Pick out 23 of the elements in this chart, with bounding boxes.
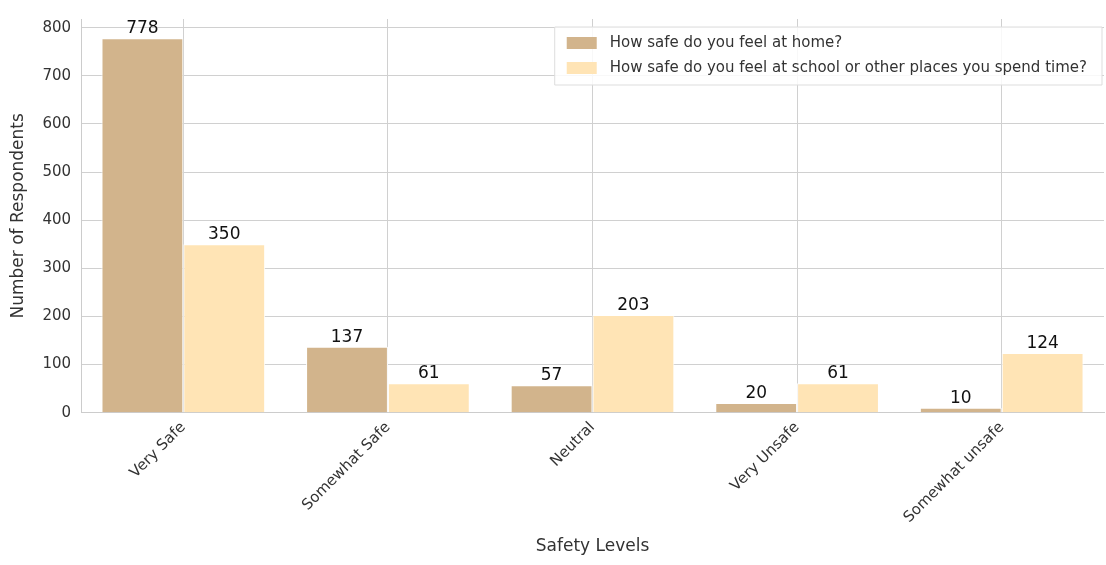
- y-tick-label: 700: [42, 65, 72, 84]
- data-label: 137: [330, 325, 364, 346]
- data-label: 61: [418, 362, 440, 383]
- y-tick-label: 800: [42, 17, 72, 36]
- data-label: 778: [126, 17, 159, 38]
- data-label: 124: [1026, 331, 1059, 352]
- y-tick-label: 600: [42, 113, 72, 132]
- data-label: 10: [949, 386, 972, 407]
- y-tick-label: 100: [42, 354, 72, 373]
- data-label: 61: [827, 362, 849, 383]
- data-label: 20: [745, 381, 768, 402]
- y-tick-label: 200: [42, 306, 72, 325]
- legend-label: How safe do you feel at school or other places you spend time?: [609, 57, 1088, 76]
- y-tick-label: 0: [61, 402, 72, 421]
- x-axis-title: Safety Levels: [535, 535, 650, 556]
- y-tick-label: 400: [42, 210, 72, 229]
- data-label: 350: [208, 223, 241, 244]
- legend-label: How safe do you feel at home?: [609, 32, 843, 51]
- data-label: 57: [540, 364, 563, 385]
- data-label: 203: [617, 293, 650, 314]
- y-tick-label: 500: [42, 161, 72, 180]
- y-tick-label: 300: [42, 258, 72, 277]
- y-axis-title: Number of Respondents: [6, 113, 27, 319]
